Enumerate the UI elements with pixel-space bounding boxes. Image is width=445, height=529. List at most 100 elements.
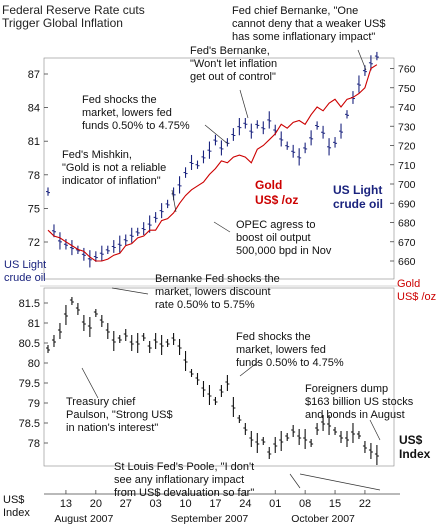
x-axis-tick-label: 08: [299, 498, 311, 510]
annotation-pointer: [357, 49, 367, 71]
gold-axis-tick-label: 740: [398, 102, 416, 114]
gold-axis-tick-label: 730: [398, 121, 416, 133]
annotation-pointer: [204, 124, 229, 145]
x-axis-tick-label: 15: [329, 498, 341, 510]
annotation-9-line-2: $163 billion US stocks: [305, 396, 414, 408]
gold-axis-tick-label: 720: [398, 141, 416, 153]
x-axis-tick-label: 03: [150, 498, 162, 510]
x-axis-tick-label: 20: [90, 498, 102, 510]
x-axis-month-label: September 2007: [171, 513, 249, 525]
x-axis-tick-label: 13: [60, 498, 72, 510]
annotation-5-line-2: boost oil output: [236, 232, 311, 244]
gold-axis-title-line-1: Gold: [397, 278, 420, 290]
x-axis-month-label: August 2007: [54, 513, 113, 525]
usd-axis-title: US$Index: [3, 494, 30, 519]
usd-series: [46, 297, 379, 465]
annotation-pointer: [111, 287, 149, 295]
annotation-6-line-3: rate 0.50% to 5.75%: [155, 299, 255, 311]
usd-series-label-line-2: Index: [399, 447, 431, 461]
annotation-7-line-3: funds 0.50% to 4.75%: [236, 357, 344, 369]
gold-axis-tick-label: 760: [398, 64, 416, 76]
annotation-5-line-1: OPEC agress to: [236, 219, 315, 231]
annotation-10-line-3: from US$ devaluation so far": [114, 487, 254, 499]
annotation-6-line-2: market, lowers discount: [155, 286, 271, 298]
gold-axis-tick-label: 670: [398, 237, 416, 249]
annotation-4-line-1: Fed's Mishkin,: [62, 149, 132, 161]
bottom-panel-frame: [43, 287, 395, 467]
annotation-1-line-3: has some inflationary impact": [232, 31, 375, 43]
gold-series-label-line-1: Gold: [255, 178, 282, 192]
annotation-5-line-3: 500,000 bpd in Nov: [236, 245, 332, 257]
annotation-7-line-1: Fed shocks the: [236, 331, 311, 343]
gold-axis-tick-label: 700: [398, 179, 416, 191]
gold-axis-tick-label: 710: [398, 160, 416, 172]
annotation-3-line-3: funds 0.50% to 4.75%: [82, 120, 190, 132]
annotation-8-line-1: Treasury chief: [66, 396, 136, 408]
annotation-pointer: [289, 473, 301, 489]
annotation-6-line-1: Bernanke Fed shocks the: [155, 273, 280, 285]
oil-axis-tick-label: 84: [28, 103, 40, 115]
annotation-3-line-2: market, lowers fed: [82, 107, 172, 119]
annotation-pointer: [171, 189, 177, 213]
annotation-3-line-1: Fed shocks the: [82, 94, 157, 106]
oil-axis-title-line-2: crude oil: [4, 272, 46, 284]
oil-axis-tick-label: 81: [28, 136, 40, 148]
annotation-4-line-3: indicator of inflation": [62, 175, 161, 187]
x-axis-tick-label: 01: [269, 498, 281, 510]
annotation-pointers: [81, 49, 381, 491]
annotation-pointer: [369, 419, 381, 441]
usd-series-label: US$Index: [399, 433, 431, 461]
top-panel-frame: [43, 57, 395, 280]
x-axis-tick-label: 17: [209, 498, 221, 510]
usd-axis-tick-label: 81.5: [19, 298, 40, 310]
oil-series-label-line-1: US Light: [333, 183, 382, 197]
x-axis-tick-label: 22: [359, 498, 371, 510]
annotation-pointer: [213, 221, 231, 233]
gold-axis-tick-label: 660: [398, 256, 416, 268]
annotation-7-line-2: market, lowers fed: [236, 344, 326, 356]
annotation-8-line-3: in nation's interest": [66, 422, 158, 434]
gold-axis-tick-label: 750: [398, 83, 416, 95]
annotation-2-line-3: get out of control": [190, 71, 276, 83]
usd-axis-tick-label: 78.5: [19, 418, 40, 430]
annotation-2-line-2: "Won't let inflation: [190, 58, 277, 70]
oil-axis-tick-label: 72: [28, 237, 40, 249]
annotation-1-line-1: Fed chief Bernanke, "One: [232, 5, 358, 17]
gold-series-label-line-2: US$ /oz: [255, 193, 298, 207]
x-axis-tick-label: 24: [239, 498, 251, 510]
usd-series-label-line-1: US$: [399, 433, 423, 447]
gold-line: [47, 64, 378, 262]
annotation-10-line-1: St Louis Fed's Poole, "I don't: [114, 461, 254, 473]
annotation-pointer: [239, 361, 259, 377]
oil-axis-tick-label: 78: [28, 170, 40, 182]
usd-axis-tick-label: 80.5: [19, 338, 40, 350]
usd-axis-tick-label: 79.5: [19, 378, 40, 390]
usd-axis-tick-label: 81: [28, 318, 40, 330]
annotation-4: Fed's Mishkin,"Gold is not a reliableind…: [62, 149, 166, 187]
x-axis-tick-label: 27: [120, 498, 132, 510]
x-axis-month-label: October 2007: [291, 513, 355, 525]
chart-title-line-2: Trigger Global Inflation: [2, 16, 123, 30]
annotation-pointer: [81, 367, 99, 399]
oil-axis-tick-label: 87: [28, 69, 40, 81]
gold-axis-title-line-2: US$ /oz: [397, 291, 436, 303]
chart-title: Federal Reserve Rate cuts Trigger Global…: [2, 4, 145, 30]
gold-axis-tick-label: 690: [398, 198, 416, 210]
oil-axis-tick-label: 75: [28, 203, 40, 215]
annotation-9-line-1: Foreigners dump: [305, 383, 388, 395]
usd-axis-title-line-1: US$: [3, 494, 24, 506]
annotation-9: Foreigners dump$163 billion US stocksand…: [305, 383, 414, 421]
annotation-1-line-2: cannot deny that a weaker US$: [232, 18, 385, 30]
annotation-8-line-2: Paulson, "Strong US$: [66, 409, 173, 421]
